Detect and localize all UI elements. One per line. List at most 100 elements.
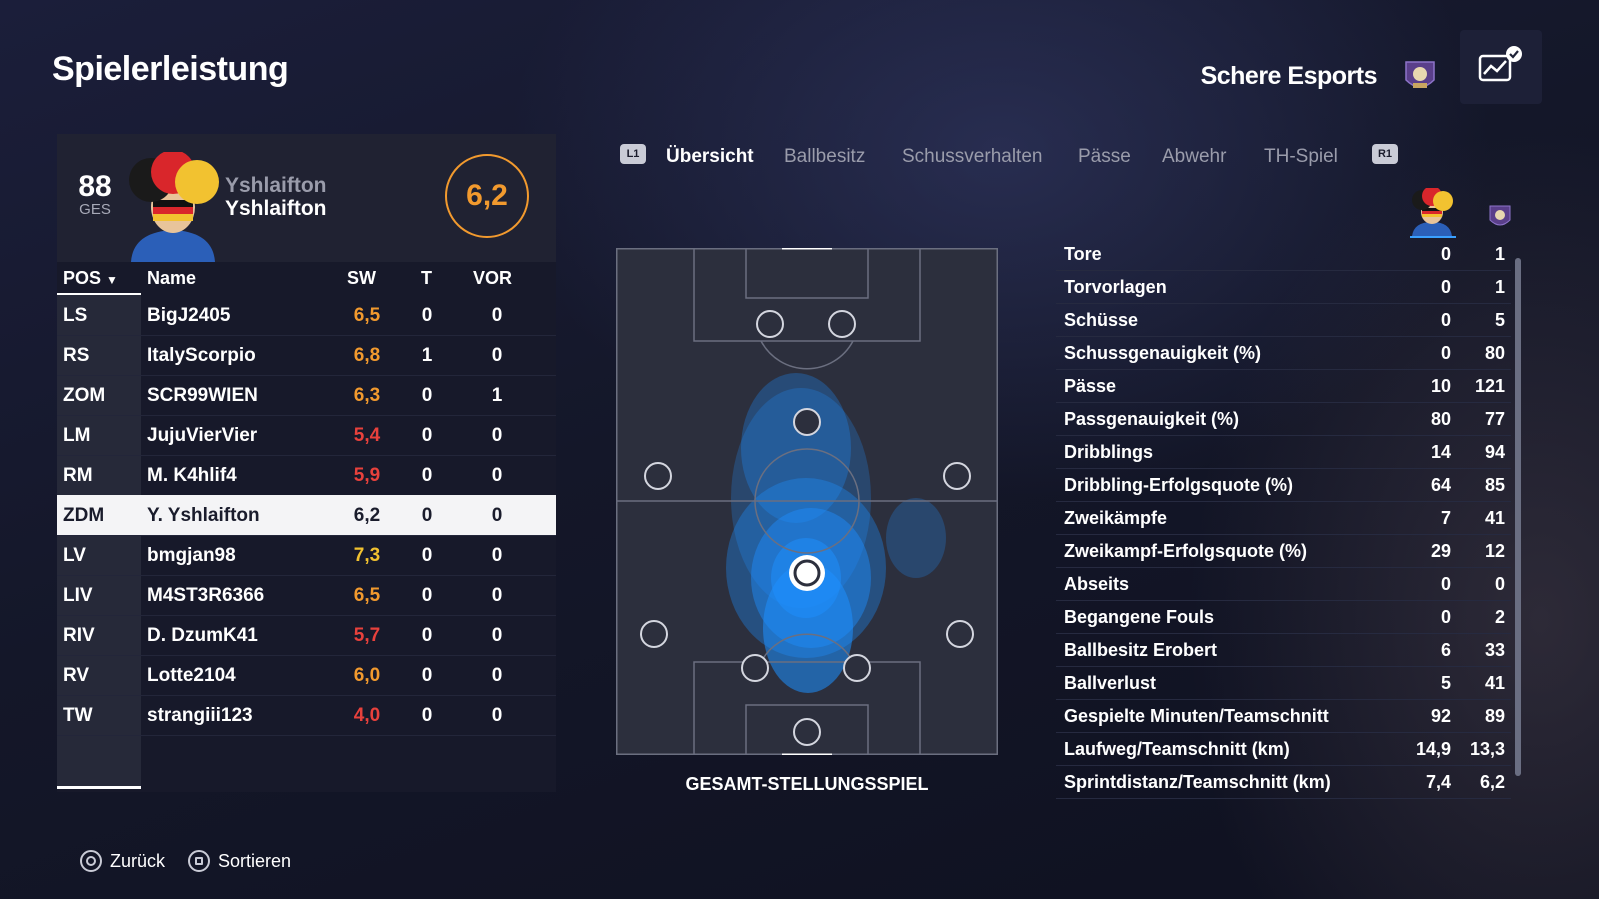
goals-cell: 0 — [421, 465, 433, 486]
name-cell: SCR99WIEN — [147, 385, 258, 406]
rating-cell: 7,3 — [353, 545, 381, 566]
stat-team-value: 77 — [1484, 409, 1505, 429]
performance-chart-button[interactable] — [1460, 30, 1542, 104]
stat-row: Dribbling-Erfolgsquote (%) 64 85 — [1056, 469, 1511, 502]
rating-cell: 4,0 — [353, 705, 381, 726]
table-row[interactable]: ZOM SCR99WIEN 6,3 0 1 — [57, 375, 556, 416]
goals-cell: 0 — [421, 305, 433, 326]
square-button-icon — [188, 850, 210, 872]
teammate-marker — [793, 718, 821, 746]
stat-team-value: 1 — [1494, 244, 1505, 264]
teammate-marker — [640, 620, 668, 648]
stat-row: Zweikampf-Erfolgsquote (%) 29 12 — [1056, 535, 1511, 568]
header-t[interactable]: T — [421, 268, 432, 288]
sort-down-icon: ▼ — [106, 273, 118, 287]
tab-paesse[interactable]: Pässe — [1078, 146, 1131, 167]
stat-team-value: 41 — [1484, 508, 1505, 528]
overall-label: GES — [79, 201, 111, 218]
tab-abwehr[interactable]: Abwehr — [1162, 146, 1227, 167]
stats-column-icons — [1410, 186, 1520, 238]
stat-player-value: 0 — [1440, 244, 1451, 264]
goals-cell: 0 — [421, 545, 433, 566]
tab-uebersicht[interactable]: Übersicht — [666, 146, 754, 167]
stat-label: Dribblings — [1064, 442, 1153, 462]
name-cell: strangiii123 — [147, 705, 253, 726]
header-name[interactable]: Name — [147, 268, 197, 288]
rating-cell: 6,8 — [353, 345, 381, 366]
back-label: Zurück — [110, 850, 166, 871]
teammate-marker — [828, 310, 856, 338]
tab-th-spiel[interactable]: TH-Spiel — [1264, 146, 1338, 167]
stat-team-value: 13,3 — [1469, 739, 1505, 759]
table-row[interactable]: LM JujuVierVier 5,4 0 0 — [57, 415, 556, 456]
goals-cell: 0 — [421, 705, 433, 726]
l1-button-icon[interactable]: L1 — [620, 144, 646, 164]
pos-cell: LV — [63, 545, 86, 566]
stat-player-value: 0 — [1440, 574, 1451, 594]
teammate-marker — [946, 620, 974, 648]
goals-cell: 0 — [421, 505, 433, 526]
back-button[interactable]: Zurück — [80, 850, 165, 872]
goals-cell: 0 — [421, 585, 433, 606]
pos-cell: RIV — [63, 625, 95, 646]
stat-row: Begangene Fouls 0 2 — [1056, 601, 1511, 634]
name-cell: D. DzumK41 — [147, 625, 258, 646]
table-row[interactable]: RIV D. DzumK41 5,7 0 0 — [57, 615, 556, 656]
header-sw[interactable]: SW — [347, 268, 376, 288]
stat-row: Schussgenauigkeit (%) 0 80 — [1056, 337, 1511, 370]
table-row[interactable]: LIV M4ST3R6366 6,5 0 0 — [57, 575, 556, 616]
stat-row: Laufweg/Teamschnitt (km) 14,9 13,3 — [1056, 733, 1511, 766]
stat-team-value: 33 — [1484, 640, 1505, 660]
sort-label: Sortieren — [218, 850, 292, 871]
name-cell: M. K4hlif4 — [147, 465, 237, 486]
table-row[interactable]: RM M. K4hlif4 5,9 0 0 — [57, 455, 556, 496]
stat-label: Laufweg/Teamschnitt (km) — [1064, 739, 1290, 759]
teammate-marker — [793, 408, 821, 436]
goals-cell: 0 — [421, 625, 433, 646]
sort-button[interactable]: Sortieren — [188, 850, 291, 872]
assists-cell: 0 — [491, 585, 503, 606]
player-avatar — [123, 150, 223, 262]
stat-player-value: 80 — [1430, 409, 1451, 429]
player-table: POS ▼ Name SW T VOR LS BigJ2405 6,5 0 0 RS Ita… — [57, 262, 556, 792]
stat-label: Zweikämpfe — [1064, 508, 1168, 528]
stat-player-value: 6 — [1440, 640, 1451, 660]
tab-ballbesitz[interactable]: Ballbesitz — [784, 146, 866, 167]
stat-row: Ballverlust 5 41 — [1056, 667, 1511, 700]
stat-team-value: 80 — [1484, 343, 1505, 363]
stat-row: Schüsse 0 5 — [1056, 304, 1511, 337]
stat-team-value: 121 — [1474, 376, 1505, 396]
name-cell: BigJ2405 — [147, 305, 231, 326]
stat-team-value: 41 — [1484, 673, 1505, 693]
stat-row: Tore 0 1 — [1056, 238, 1511, 271]
stat-row: Dribblings 14 94 — [1056, 436, 1511, 469]
table-row[interactable]: RS ItalyScorpio 6,8 1 0 — [57, 335, 556, 376]
pos-cell: LM — [63, 425, 91, 446]
pos-cell: ZOM — [63, 385, 106, 406]
table-row[interactable]: ZDM Y. Yshlaifton 6,2 0 0 — [57, 495, 556, 536]
name-cell: bmgjan98 — [147, 545, 236, 566]
player-name-first: Yshlaifton — [225, 174, 327, 197]
teammate-marker — [943, 462, 971, 490]
stat-label: Pässe — [1064, 376, 1117, 396]
stats-scrollbar-thumb[interactable] — [1515, 258, 1521, 776]
chart-check-icon — [1478, 46, 1522, 82]
name-cell: ItalyScorpio — [147, 345, 256, 366]
stats-scrollbar[interactable] — [1515, 258, 1521, 776]
table-header: POS ▼ Name SW T VOR — [57, 262, 556, 295]
table-row[interactable]: RV Lotte2104 6,0 0 0 — [57, 655, 556, 696]
match-rating: 6,2 — [445, 154, 529, 238]
header-pos[interactable]: POS ▼ — [63, 268, 118, 289]
table-row[interactable]: LV bmgjan98 7,3 0 0 — [57, 535, 556, 576]
header-vor[interactable]: VOR — [473, 268, 513, 288]
table-row[interactable]: LS BigJ2405 6,5 0 0 — [57, 295, 556, 336]
assists-cell: 0 — [491, 705, 503, 726]
tab-schussverhalten[interactable]: Schussverhalten — [902, 146, 1043, 167]
pos-column-background — [57, 295, 141, 786]
table-row[interactable]: TW strangiii123 4,0 0 0 — [57, 695, 556, 736]
positioning-heatmap — [616, 246, 998, 757]
stat-team-value: 2 — [1494, 607, 1505, 627]
rating-cell: 6,3 — [353, 385, 381, 406]
teammate-marker — [843, 654, 871, 682]
r1-button-icon[interactable]: R1 — [1372, 144, 1398, 164]
